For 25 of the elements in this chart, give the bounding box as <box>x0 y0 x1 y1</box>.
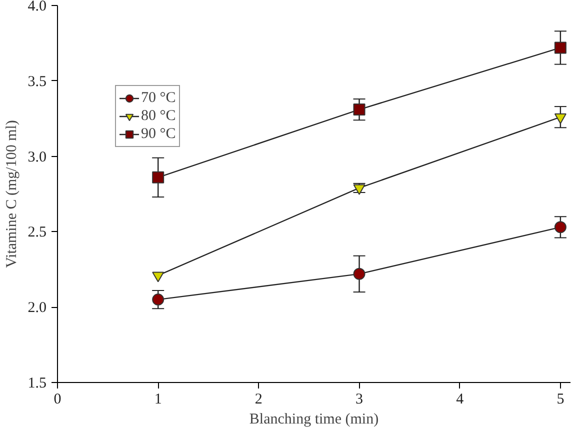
y-tick-label: 2.5 <box>28 224 46 241</box>
legend-label: 90 °C <box>141 125 176 143</box>
x-axis-title: Blanching time (min) <box>249 412 379 428</box>
x-tick-label: 4 <box>456 392 464 408</box>
point <box>554 42 566 54</box>
x-tick-label: 5 <box>556 392 564 408</box>
x-tick-label: 0 <box>54 392 62 408</box>
x-tick-label: 3 <box>356 392 364 408</box>
point <box>353 268 366 280</box>
point <box>152 272 164 282</box>
y-axis-title: Vitamine C (mg/100 ml) <box>4 120 20 268</box>
y-tick-label: 4.0 <box>28 0 46 14</box>
x-tick-label: 2 <box>254 392 262 408</box>
legend-label: 70 °C <box>141 89 176 107</box>
y-tick-label: 3.5 <box>28 74 46 90</box>
point <box>353 104 366 116</box>
point <box>554 221 566 234</box>
point <box>152 294 164 306</box>
y-tick-label: 3.0 <box>28 149 46 166</box>
y-tick-label: 2.0 <box>28 300 46 316</box>
point <box>152 171 164 184</box>
legend-label: 80 °C <box>141 107 176 125</box>
y-tick-label: 1.5 <box>28 376 46 392</box>
point <box>554 113 566 124</box>
x-tick-label: 1 <box>154 392 162 408</box>
